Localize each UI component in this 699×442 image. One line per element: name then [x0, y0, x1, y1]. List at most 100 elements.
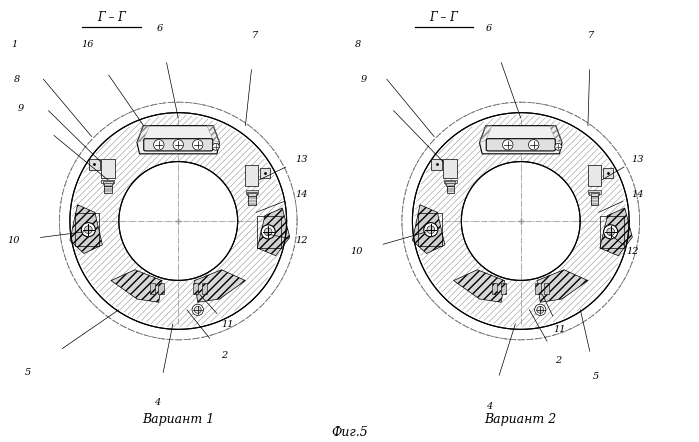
- Text: 5: 5: [25, 368, 31, 377]
- Bar: [588, 164, 601, 187]
- Bar: [101, 159, 115, 178]
- Bar: [492, 283, 498, 293]
- Polygon shape: [412, 205, 445, 254]
- Bar: [104, 186, 112, 193]
- Bar: [445, 181, 455, 184]
- Bar: [418, 213, 442, 246]
- Bar: [104, 183, 112, 186]
- Text: Г – Г: Г – Г: [429, 11, 459, 24]
- Text: 4: 4: [154, 398, 160, 407]
- Polygon shape: [111, 270, 162, 302]
- Bar: [247, 192, 257, 195]
- Text: 7: 7: [588, 31, 593, 40]
- Text: 8: 8: [14, 75, 20, 84]
- Ellipse shape: [261, 225, 275, 239]
- Text: 9: 9: [361, 75, 366, 84]
- Ellipse shape: [535, 304, 546, 316]
- Ellipse shape: [173, 140, 183, 150]
- Ellipse shape: [461, 162, 580, 280]
- Text: 12: 12: [296, 236, 308, 245]
- Polygon shape: [70, 205, 102, 254]
- Polygon shape: [257, 208, 290, 255]
- Polygon shape: [454, 270, 505, 302]
- Bar: [89, 159, 100, 170]
- FancyBboxPatch shape: [487, 139, 555, 151]
- Text: Вариант 1: Вариант 1: [142, 412, 215, 426]
- Ellipse shape: [427, 226, 435, 233]
- Bar: [535, 283, 541, 293]
- Text: 13: 13: [296, 155, 308, 164]
- Text: 7: 7: [252, 31, 258, 40]
- Text: 13: 13: [631, 155, 644, 164]
- Ellipse shape: [192, 304, 203, 316]
- FancyBboxPatch shape: [144, 139, 212, 151]
- Text: 16: 16: [81, 40, 94, 49]
- Bar: [248, 193, 256, 197]
- Text: Вариант 2: Вариант 2: [484, 412, 557, 426]
- Bar: [260, 168, 270, 178]
- Bar: [245, 164, 259, 187]
- Ellipse shape: [70, 113, 287, 329]
- Text: 5: 5: [593, 372, 598, 381]
- Bar: [588, 190, 600, 194]
- Ellipse shape: [604, 225, 618, 239]
- Text: 2: 2: [221, 351, 226, 360]
- Ellipse shape: [119, 162, 238, 280]
- Bar: [75, 213, 99, 246]
- Bar: [431, 159, 442, 170]
- Bar: [544, 283, 549, 293]
- Bar: [201, 283, 207, 293]
- Bar: [500, 283, 506, 293]
- Text: 2: 2: [555, 356, 561, 365]
- Polygon shape: [600, 208, 633, 255]
- Text: Фиг.5: Фиг.5: [331, 426, 368, 439]
- Bar: [158, 283, 164, 293]
- Text: 10: 10: [350, 248, 363, 256]
- Ellipse shape: [85, 226, 92, 233]
- Text: 1: 1: [11, 40, 17, 49]
- Polygon shape: [537, 270, 588, 302]
- Bar: [443, 159, 457, 178]
- Bar: [591, 196, 598, 205]
- Ellipse shape: [537, 306, 544, 313]
- Bar: [257, 216, 281, 248]
- Bar: [591, 193, 598, 197]
- Text: 6: 6: [157, 24, 162, 33]
- Bar: [150, 283, 155, 293]
- Bar: [444, 179, 456, 183]
- Bar: [245, 190, 258, 194]
- Ellipse shape: [194, 306, 201, 313]
- Polygon shape: [137, 126, 219, 154]
- Ellipse shape: [264, 228, 272, 236]
- Bar: [103, 181, 113, 184]
- Text: Г – Г: Г – Г: [97, 11, 127, 24]
- Ellipse shape: [503, 140, 513, 150]
- Bar: [193, 283, 199, 293]
- Text: 10: 10: [8, 236, 20, 245]
- Polygon shape: [480, 126, 562, 154]
- Ellipse shape: [212, 143, 219, 150]
- Bar: [600, 216, 624, 248]
- Text: 4: 4: [487, 402, 492, 411]
- Text: 6: 6: [487, 24, 492, 33]
- Bar: [447, 183, 454, 186]
- Ellipse shape: [528, 140, 539, 150]
- Bar: [589, 192, 599, 195]
- Text: 11: 11: [221, 320, 233, 329]
- Ellipse shape: [192, 140, 203, 150]
- Ellipse shape: [555, 143, 562, 150]
- Ellipse shape: [154, 140, 164, 150]
- Text: 14: 14: [296, 190, 308, 199]
- Text: 14: 14: [631, 190, 644, 199]
- Text: 12: 12: [626, 248, 639, 256]
- Ellipse shape: [412, 113, 629, 329]
- Ellipse shape: [607, 228, 614, 236]
- Text: 9: 9: [18, 104, 24, 113]
- Ellipse shape: [424, 223, 438, 237]
- Bar: [603, 168, 612, 178]
- Polygon shape: [194, 270, 245, 302]
- Text: 11: 11: [553, 325, 565, 334]
- Bar: [248, 196, 256, 205]
- Ellipse shape: [81, 223, 95, 237]
- Bar: [101, 179, 114, 183]
